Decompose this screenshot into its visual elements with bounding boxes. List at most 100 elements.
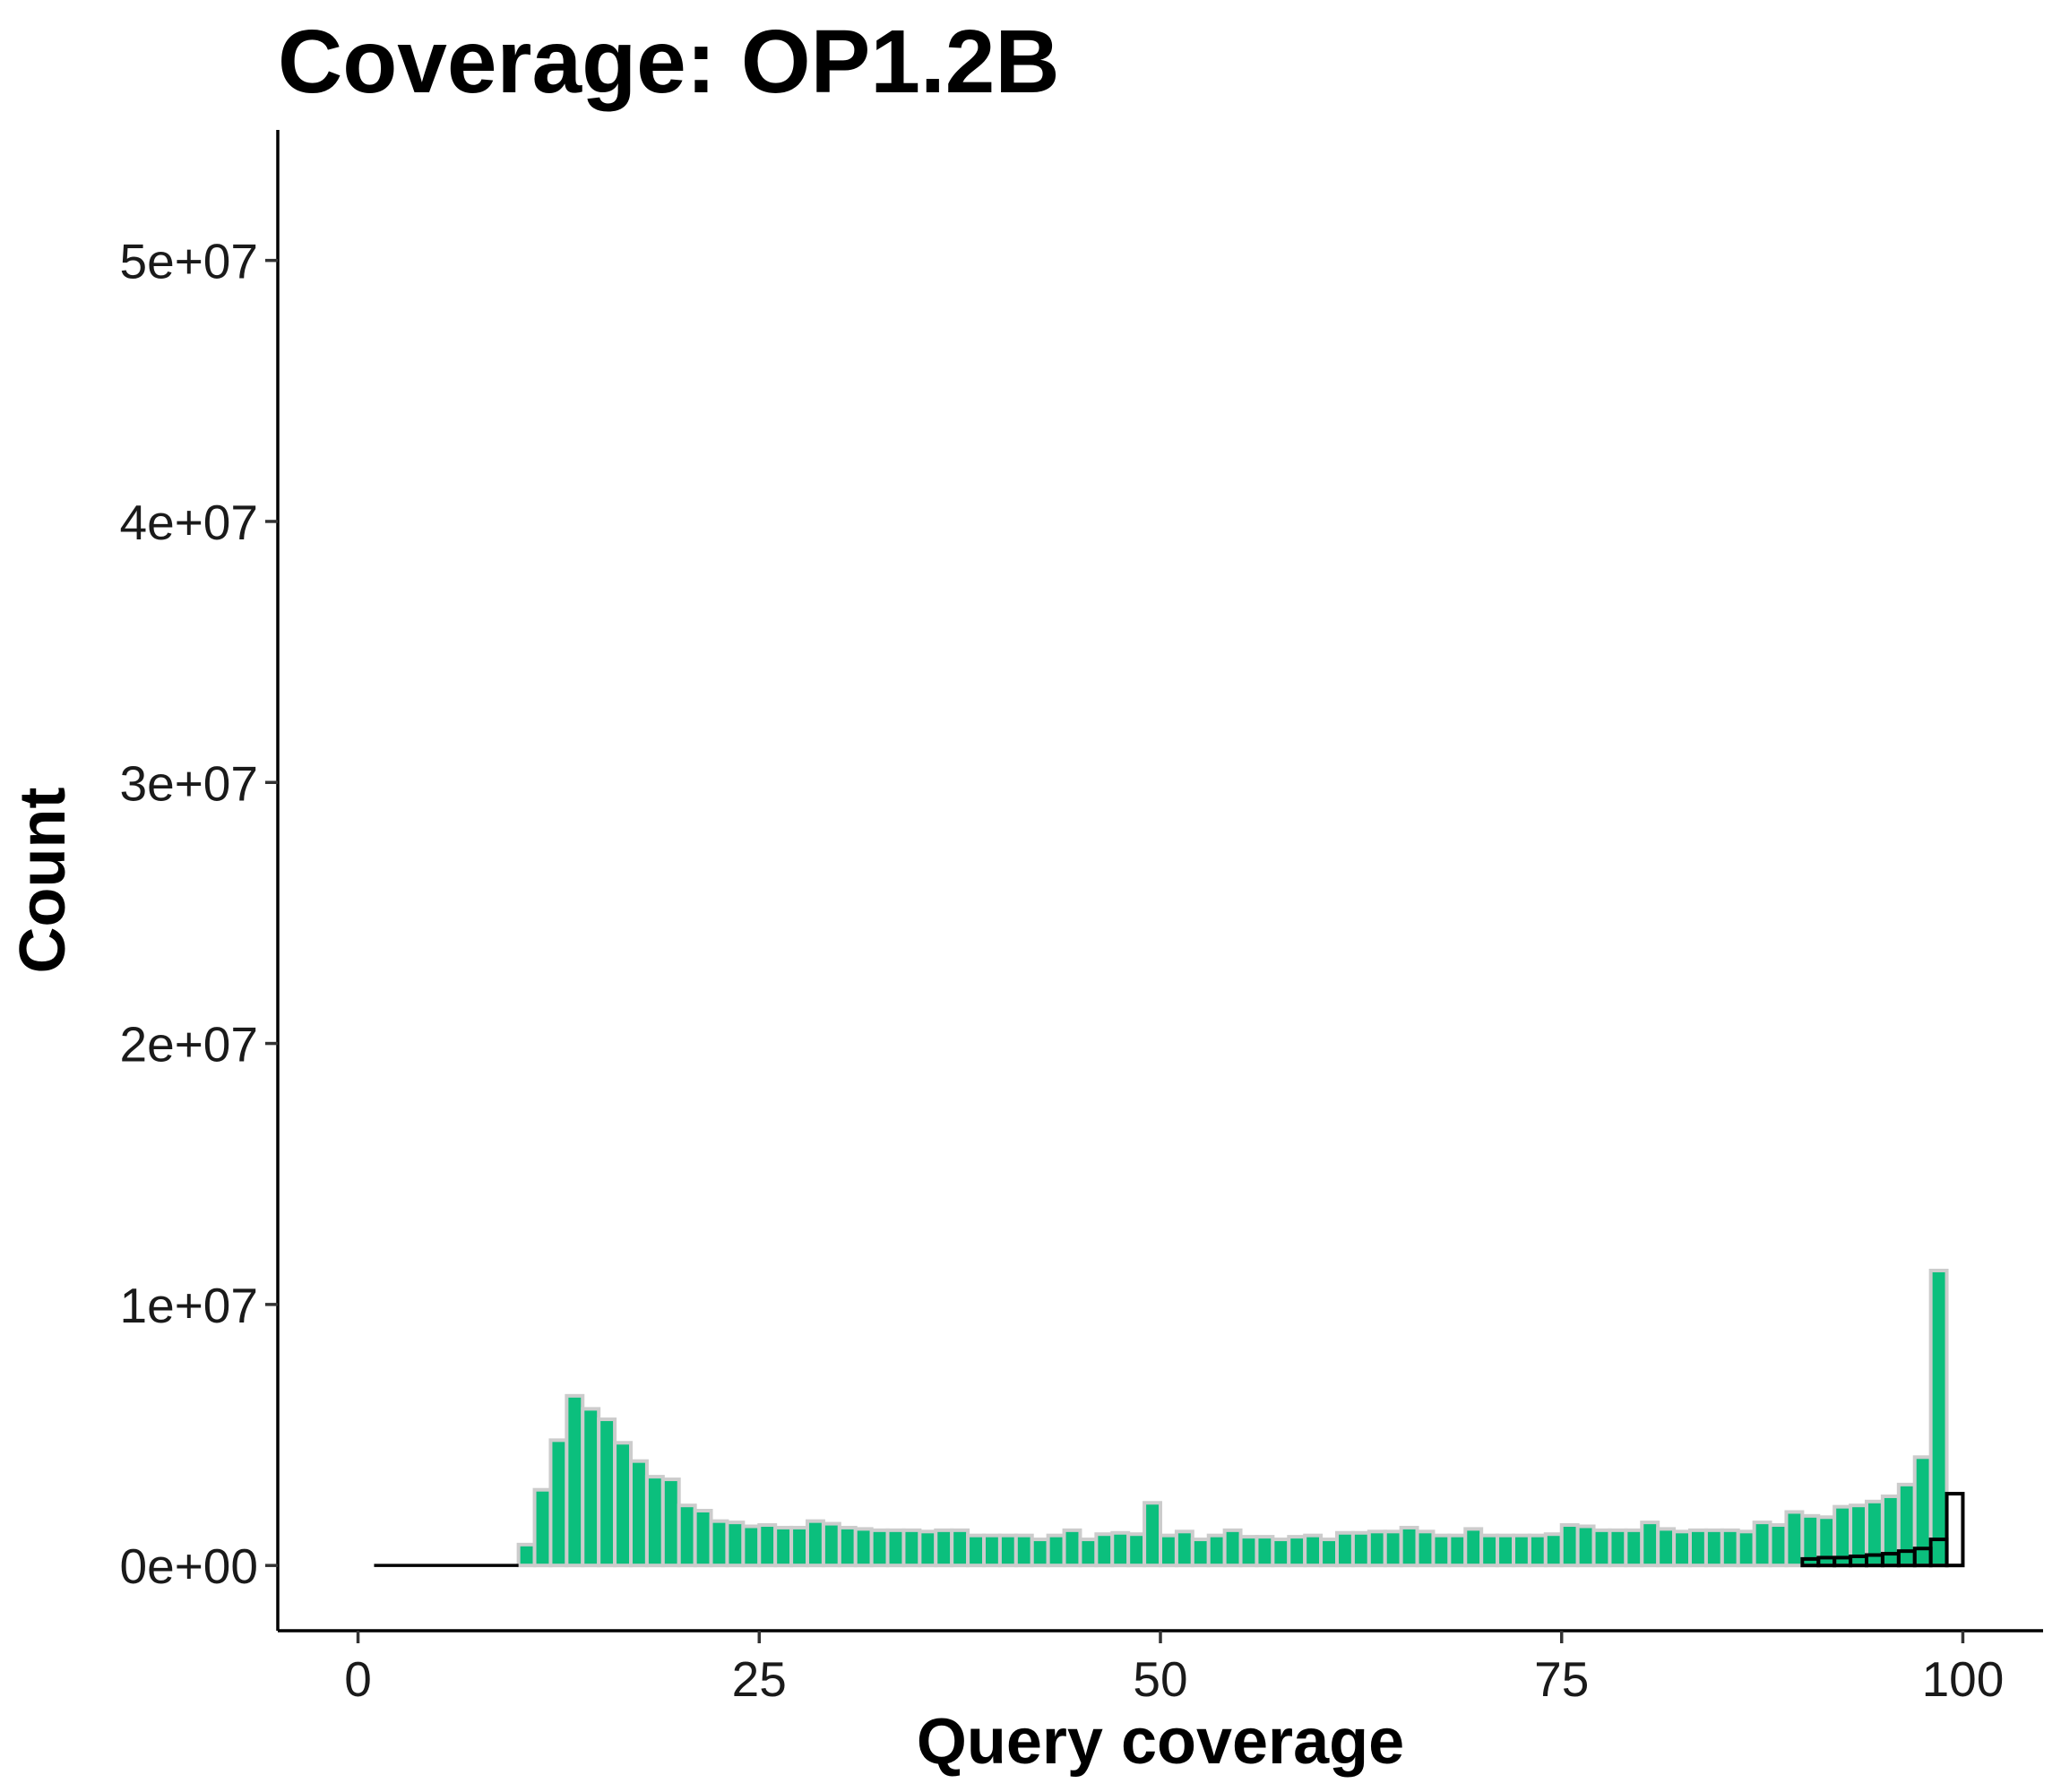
x-tick-label-25: 25 — [732, 1651, 787, 1707]
bar-all-36 — [918, 1529, 938, 1568]
bar-all-16 — [597, 1417, 617, 1568]
bar-high-coverage-100 — [1945, 1492, 1965, 1568]
bar-all-15 — [581, 1407, 601, 1568]
bar-all-68 — [1431, 1533, 1452, 1568]
bar-all-25 — [741, 1524, 762, 1568]
bar-all-35 — [901, 1528, 922, 1568]
bars-high-coverage — [1800, 1492, 1965, 1568]
chart-title: Coverage: OP1.2B — [278, 12, 1060, 112]
bar-all-77 — [1575, 1524, 1596, 1568]
bar-all-24 — [725, 1521, 746, 1568]
bar-all-64 — [1367, 1529, 1387, 1568]
x-axis-title: Query coverage — [917, 1706, 1404, 1778]
bar-all-34 — [885, 1528, 906, 1568]
bar-all-21 — [677, 1503, 697, 1568]
bar-all-75 — [1543, 1532, 1564, 1568]
y-axis-ticks: 0e+00 1e+07 2e+07 3e+07 4e+07 5e+07 — [120, 234, 278, 1594]
bar-all-46 — [1078, 1538, 1099, 1568]
bar-all-30 — [821, 1521, 841, 1568]
bar-all-65 — [1383, 1529, 1403, 1568]
bar-all-78 — [1591, 1528, 1612, 1568]
bar-all-19 — [644, 1475, 665, 1568]
bar-all-71 — [1479, 1533, 1500, 1568]
bar-all-97 — [1896, 1482, 1917, 1568]
y-tick-label-3: 3e+07 — [120, 755, 258, 811]
bar-all-52 — [1174, 1529, 1194, 1568]
bar-all-62 — [1335, 1530, 1355, 1568]
bar-all-55 — [1222, 1528, 1243, 1568]
y-tick-label-5: 5e+07 — [120, 234, 258, 289]
bar-all-31 — [837, 1525, 858, 1568]
bar-all-38 — [950, 1528, 970, 1568]
x-axis-ticks: 0 25 50 75 100 — [344, 1631, 2004, 1707]
bar-all-13 — [548, 1438, 569, 1568]
bar-all-51 — [1159, 1533, 1178, 1568]
y-tick-label-1: 1e+07 — [120, 1278, 258, 1333]
bar-all-76 — [1559, 1523, 1580, 1568]
bar-all-26 — [757, 1523, 778, 1568]
y-axis-title: Count — [7, 788, 79, 974]
bar-all-90 — [1784, 1510, 1805, 1568]
bar-all-43 — [1030, 1538, 1050, 1568]
bar-all-22 — [693, 1509, 713, 1568]
bar-all-79 — [1608, 1528, 1628, 1568]
bar-all-82 — [1656, 1527, 1677, 1568]
bar-all-88 — [1752, 1521, 1772, 1568]
bar-all-18 — [629, 1459, 649, 1568]
bar-all-99 — [1928, 1269, 1949, 1568]
bar-all-17 — [613, 1441, 633, 1568]
bar-all-40 — [982, 1533, 1002, 1568]
bar-all-63 — [1350, 1530, 1371, 1568]
bar-all-83 — [1672, 1529, 1693, 1568]
bar-all-28 — [789, 1525, 809, 1568]
y-tick-label-4: 4e+07 — [120, 495, 258, 550]
bar-all-50 — [1143, 1501, 1163, 1568]
bar-all-11 — [516, 1542, 537, 1568]
bar-all-72 — [1496, 1533, 1516, 1568]
x-tick-label-0: 0 — [344, 1651, 372, 1707]
bar-all-12 — [532, 1487, 553, 1568]
bar-all-69 — [1447, 1533, 1468, 1568]
bar-all-20 — [660, 1478, 681, 1568]
bar-all-86 — [1720, 1528, 1740, 1568]
bar-all-47 — [1094, 1532, 1115, 1568]
bar-all-67 — [1415, 1529, 1436, 1568]
bar-all-49 — [1126, 1532, 1147, 1568]
bar-all-84 — [1688, 1528, 1708, 1568]
y-tick-label-2: 2e+07 — [120, 1017, 258, 1073]
bar-all-37 — [934, 1528, 954, 1568]
bar-all-23 — [709, 1519, 729, 1568]
bar-all-56 — [1238, 1535, 1259, 1568]
bar-all-27 — [773, 1525, 794, 1568]
bar-all-70 — [1463, 1527, 1484, 1568]
bar-all-89 — [1768, 1523, 1789, 1568]
bar-all-59 — [1287, 1535, 1307, 1568]
x-tick-label-100: 100 — [1922, 1651, 2005, 1707]
bar-all-53 — [1190, 1538, 1211, 1568]
bar-all-80 — [1624, 1528, 1644, 1568]
bar-all-60 — [1303, 1533, 1324, 1568]
bar-all-57 — [1255, 1535, 1275, 1568]
bar-all-14 — [565, 1393, 585, 1568]
bar-all-45 — [1062, 1528, 1082, 1568]
bar-all-66 — [1399, 1525, 1419, 1568]
x-tick-label-50: 50 — [1133, 1651, 1187, 1707]
bar-all-42 — [1013, 1533, 1034, 1568]
bar-all-48 — [1110, 1530, 1131, 1568]
x-tick-label-75: 75 — [1534, 1651, 1589, 1707]
bar-all-87 — [1736, 1529, 1756, 1568]
bar-all-29 — [806, 1519, 825, 1568]
bar-all-81 — [1640, 1521, 1660, 1568]
bars-all-hits — [516, 1269, 1949, 1568]
bar-all-33 — [869, 1528, 890, 1568]
bar-all-41 — [997, 1533, 1018, 1568]
bar-all-61 — [1319, 1538, 1340, 1568]
bar-all-73 — [1512, 1533, 1531, 1568]
bar-all-74 — [1527, 1533, 1548, 1568]
bar-all-44 — [1046, 1533, 1066, 1568]
bar-all-85 — [1703, 1528, 1724, 1568]
y-tick-label-0: 0e+00 — [120, 1538, 258, 1594]
bar-all-32 — [853, 1527, 874, 1568]
bar-all-58 — [1271, 1538, 1291, 1568]
